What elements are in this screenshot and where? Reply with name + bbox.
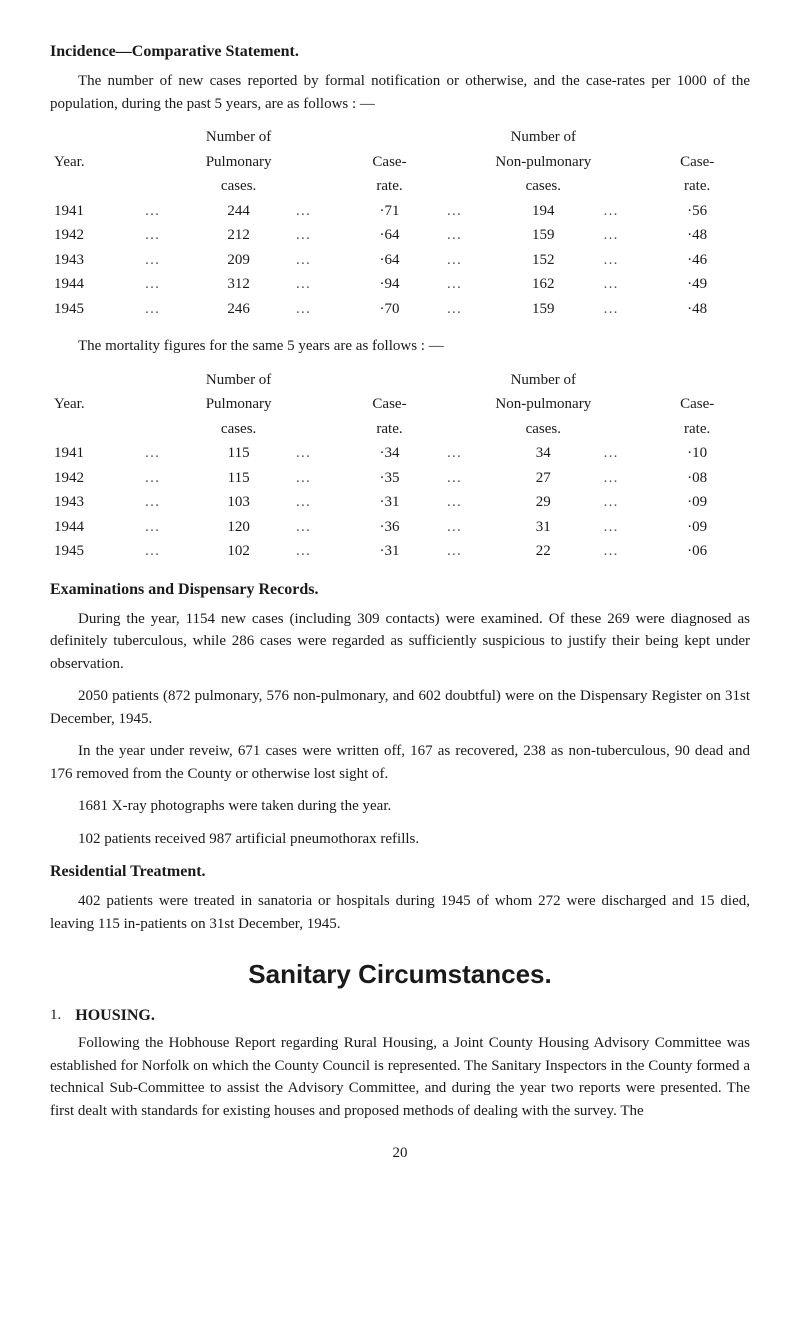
col-header: Year. <box>50 392 141 417</box>
housing-heading: 1. HOUSING. <box>50 1004 750 1028</box>
table-row: 1942… 212… ·64… 159… ·48 <box>50 223 750 248</box>
mortality-intro: The mortality figures for the same 5 yea… <box>50 335 750 358</box>
col-header: Non-pulmonary <box>488 150 599 175</box>
table-row: 1941… 244… ·71… 194… ·56 <box>50 199 750 224</box>
col-header: rate. <box>337 174 443 199</box>
col-header: rate. <box>644 417 750 442</box>
col-header: Pulmonary <box>186 392 292 417</box>
col-header: Number of <box>488 368 599 393</box>
col-header: rate. <box>337 417 443 442</box>
col-header: cases. <box>488 174 599 199</box>
exams-p5: 102 patients received 987 artificial pne… <box>50 828 750 851</box>
col-header: Number of <box>186 125 292 150</box>
exams-p4: 1681 X-ray photographs were taken during… <box>50 795 750 818</box>
section-subtitle: HOUSING. <box>75 1004 750 1028</box>
table-row: 1941… 115… ·34… 34… ·10 <box>50 441 750 466</box>
residential-p1: 402 patients were treated in sanatoria o… <box>50 890 750 935</box>
table-row: 1945… 102… ·31… 22… ·06 <box>50 539 750 564</box>
exams-p2: 2050 patients (872 pulmonary, 576 non-pu… <box>50 685 750 730</box>
table-row: 1945… 246… ·70… 159… ·48 <box>50 297 750 322</box>
col-header: cases. <box>488 417 599 442</box>
incidence-table: Number of Number of Year. Pulmonary Case… <box>50 125 750 321</box>
col-header: Case- <box>644 150 750 175</box>
exams-p3: In the year under reveiw, 671 cases were… <box>50 740 750 785</box>
sanitary-title: Sanitary Circumstances. <box>50 955 750 994</box>
col-header: Year. <box>50 150 141 175</box>
table-row: 1942… 115… ·35… 27… ·08 <box>50 466 750 491</box>
table-row: 1943… 103… ·31… 29… ·09 <box>50 490 750 515</box>
col-header: Case- <box>644 392 750 417</box>
page-number: 20 <box>50 1142 750 1165</box>
residential-heading: Residential Treatment. <box>50 860 750 884</box>
col-header: Pulmonary <box>186 150 292 175</box>
exams-p1: During the year, 1154 new cases (includi… <box>50 608 750 676</box>
col-header: Number of <box>186 368 292 393</box>
mortality-table: Number of Number of Year. Pulmonary Case… <box>50 368 750 564</box>
section-number: 1. <box>50 1004 61 1028</box>
col-header: Non-pulmonary <box>488 392 599 417</box>
incidence-intro: The number of new cases reported by form… <box>50 70 750 115</box>
col-header: Case- <box>337 150 443 175</box>
table-row: 1944… 312… ·94… 162… ·49 <box>50 272 750 297</box>
exams-heading: Examinations and Dispensary Records. <box>50 578 750 602</box>
col-header: Number of <box>488 125 599 150</box>
table-row: 1944… 120… ·36… 31… ·09 <box>50 515 750 540</box>
col-header: cases. <box>186 417 292 442</box>
col-header: cases. <box>186 174 292 199</box>
col-header: rate. <box>644 174 750 199</box>
col-header: Case- <box>337 392 443 417</box>
table-row: 1943… 209… ·64… 152… ·46 <box>50 248 750 273</box>
incidence-heading: Incidence—Comparative Statement. <box>50 40 750 64</box>
housing-p1: Following the Hobhouse Report regarding … <box>50 1032 750 1122</box>
